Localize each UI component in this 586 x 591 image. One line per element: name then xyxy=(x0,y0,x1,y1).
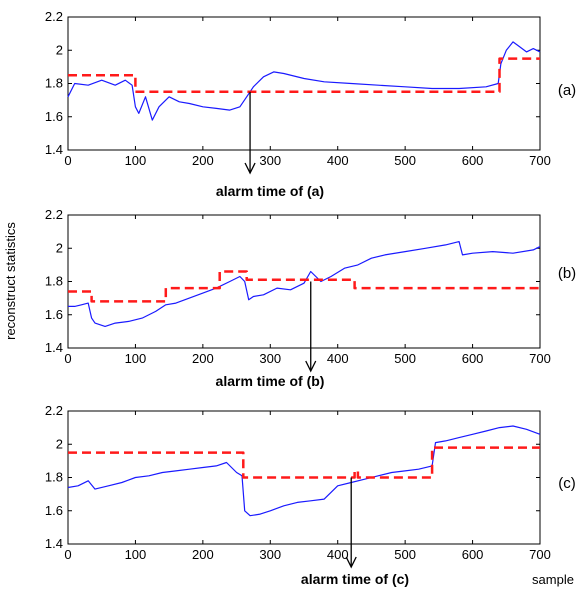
measured-series-line xyxy=(67,41,541,121)
y-axis-label: reconstruct statistics xyxy=(3,222,18,340)
x-tick-label: 200 xyxy=(192,547,214,562)
y-tick-label: 1.6 xyxy=(45,307,63,322)
alarm-arrow-head xyxy=(345,556,357,569)
y-tick-label: 2 xyxy=(56,436,63,451)
y-tick-label: 1.4 xyxy=(45,536,63,551)
x-tick-label: 600 xyxy=(462,547,484,562)
alarm-arrow-head xyxy=(305,360,317,373)
x-tick-label: 300 xyxy=(259,547,281,562)
y-tick-label: 1.8 xyxy=(45,76,63,91)
y-tick-label: 1.6 xyxy=(45,109,63,124)
x-tick-label: 0 xyxy=(64,153,71,168)
panel-label: (b) xyxy=(558,265,576,282)
x-tick-label: 300 xyxy=(259,351,281,366)
measured-series-line xyxy=(67,425,541,517)
plot-frame xyxy=(67,16,541,151)
x-tick-label: 400 xyxy=(327,351,349,366)
x-tick-label: 700 xyxy=(529,351,551,366)
x-tick-label: 0 xyxy=(64,351,71,366)
x-tick-label: 400 xyxy=(327,547,349,562)
x-tick-label: 200 xyxy=(192,153,214,168)
alarm-arrow-head xyxy=(244,162,256,175)
x-tick-label: 600 xyxy=(462,351,484,366)
y-tick-label: 2 xyxy=(56,240,63,255)
x-tick-label: 100 xyxy=(125,547,147,562)
x-tick-label: 100 xyxy=(125,351,147,366)
x-tick-label: 700 xyxy=(529,547,551,562)
alarm-annotation: alarm time of (b) xyxy=(216,373,325,389)
y-tick-label: 1.4 xyxy=(45,142,63,157)
x-tick-label: 0 xyxy=(64,547,71,562)
y-tick-label: 2 xyxy=(56,42,63,57)
x-tick-label: 300 xyxy=(259,153,281,168)
reference-series-line xyxy=(68,270,540,303)
x-tick-label: 200 xyxy=(192,351,214,366)
x-tick-label: 400 xyxy=(327,153,349,168)
plot-frame xyxy=(67,214,541,349)
y-tick-label: 1.8 xyxy=(45,274,63,289)
x-tick-label: 600 xyxy=(462,153,484,168)
x-tick-label: 500 xyxy=(394,153,416,168)
x-tick-label: 100 xyxy=(125,153,147,168)
measured-series-line xyxy=(68,241,541,327)
reference-series-line xyxy=(68,57,540,94)
panel-label: (a) xyxy=(558,82,576,99)
x-tick-label: 700 xyxy=(529,153,551,168)
x-tick-label: 500 xyxy=(394,351,416,366)
y-tick-label: 1.8 xyxy=(45,470,63,485)
panel-label: (c) xyxy=(558,475,576,492)
y-tick-label: 2.2 xyxy=(45,207,63,222)
y-tick-label: 1.4 xyxy=(45,340,63,355)
y-tick-label: 2.2 xyxy=(45,403,63,418)
x-tick-label: 500 xyxy=(394,547,416,562)
reference-series-line xyxy=(68,446,540,479)
y-tick-label: 2.2 xyxy=(45,9,63,24)
x-axis-label: sample xyxy=(532,572,574,587)
alarm-annotation: alarm time of (a) xyxy=(216,183,324,199)
y-tick-label: 1.6 xyxy=(45,503,63,518)
alarm-annotation: alarm time of (c) xyxy=(301,571,409,587)
